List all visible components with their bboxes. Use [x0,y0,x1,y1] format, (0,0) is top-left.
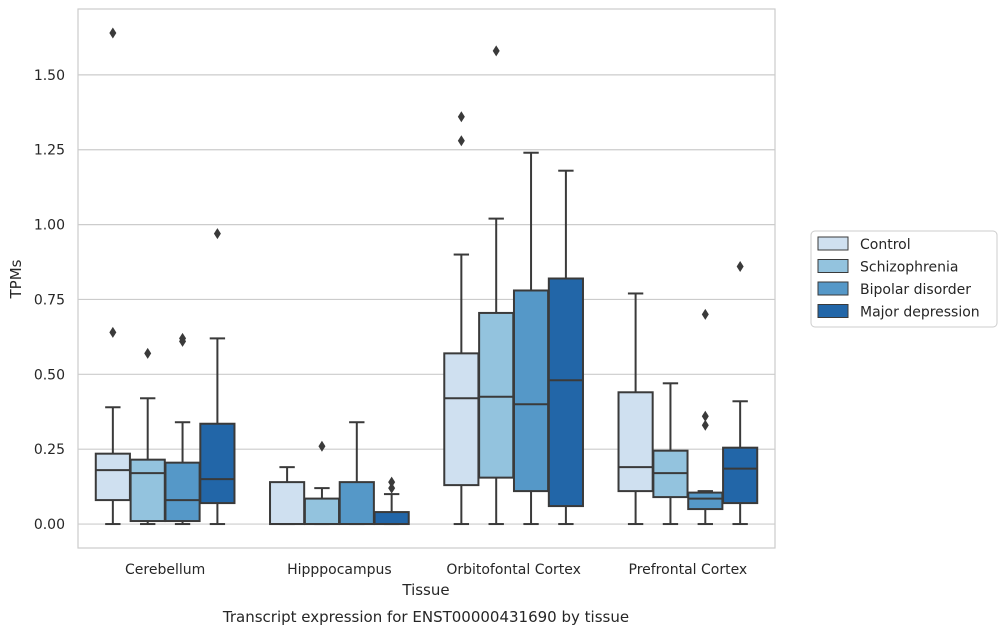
box-body [338,481,375,526]
y-tick-label: 1.50 [34,68,65,84]
x-axis-ticks: Cerebellum Hipppocampus Orbitofontal Corte… [125,562,747,578]
box [164,332,201,526]
outlier-point [318,440,326,452]
box-body [373,511,410,526]
box [94,27,131,526]
box [652,382,689,526]
box [269,466,306,526]
legend-entry-schizophrenia: Schizophrenia [817,259,958,276]
outlier-point [109,326,117,338]
plot-area-frame [77,8,776,549]
y-tick-label: 0.50 [34,367,65,383]
box-body [478,311,515,479]
y-tick-label: 0.75 [34,292,65,308]
box-body [512,289,550,493]
outlier-point [144,347,152,359]
box-body [547,277,584,508]
box [687,308,724,526]
series-bipolar-disorder [164,151,724,526]
outlier-point [457,111,465,123]
legend-swatch [817,236,849,251]
box-body [94,452,131,502]
series-control [94,27,654,526]
box-body [164,461,201,523]
gridlines [78,74,775,525]
x-tick-label: Orbitofontal Cortex [446,562,581,578]
box [478,45,515,526]
legend-label: Bipolar disorder [860,282,971,298]
y-tick-label: 1.25 [34,143,65,159]
outlier-point [492,45,500,57]
outlier-point [701,308,709,320]
legend-entries: Control Schizophrenia Bipolar disorder Majo… [817,236,980,321]
box-body [199,422,236,505]
legend-entry-control: Control [817,236,911,253]
y-axis-label: TPMs [7,259,25,299]
legend: Control Schizophrenia Bipolar disorder Majo… [810,230,998,328]
box-body [722,446,759,505]
outlier-point [388,482,396,494]
y-tick-label: 0.00 [34,517,65,533]
legend-label: Schizophrenia [860,260,958,276]
y-axis-ticks: 0.00 0.25 0.50 0.75 1.00 1.25 1.50 [34,68,65,533]
x-tick-label: Cerebellum [125,562,205,578]
legend-frame [810,230,998,328]
box-body [303,497,341,526]
outlier-point [179,332,187,344]
box [373,476,410,526]
series-major-depression [199,169,759,526]
box-body [443,352,480,487]
outlier-point [457,135,465,147]
x-tick-label: Prefrontal Cortex [629,562,748,578]
x-tick-label: Hipppocampus [287,562,392,578]
legend-entry-bipolar-disorder: Bipolar disorder [817,281,971,298]
legend-label: Major depression [860,305,980,321]
box-body [617,391,654,493]
outlier-point [736,261,744,273]
legend-swatch [817,259,849,273]
legend-swatch [817,304,849,318]
y-tick-label: 0.25 [34,442,65,458]
outlier-point [701,410,709,422]
box-plot-series [94,27,759,526]
chart-caption: Transcript expression for ENST0000043169… [222,608,629,626]
series-schizophrenia [129,45,689,526]
box-body [687,491,724,511]
legend-swatch [817,281,849,296]
legend-label: Control [860,237,911,253]
box [199,228,236,526]
y-tick-label: 1.00 [34,218,65,234]
box [443,111,480,526]
box-body [269,481,306,526]
box [303,440,341,526]
outlier-point [213,228,221,240]
box [547,169,584,526]
legend-entry-major-depression: Major depression [817,304,980,321]
box [617,292,654,526]
box [722,261,759,526]
box [512,151,550,526]
outlier-point [388,476,396,488]
box-body [129,458,166,523]
outlier-point [109,27,117,39]
x-axis-label: Tissue [401,581,449,599]
outlier-point [701,419,709,431]
box [338,421,375,526]
